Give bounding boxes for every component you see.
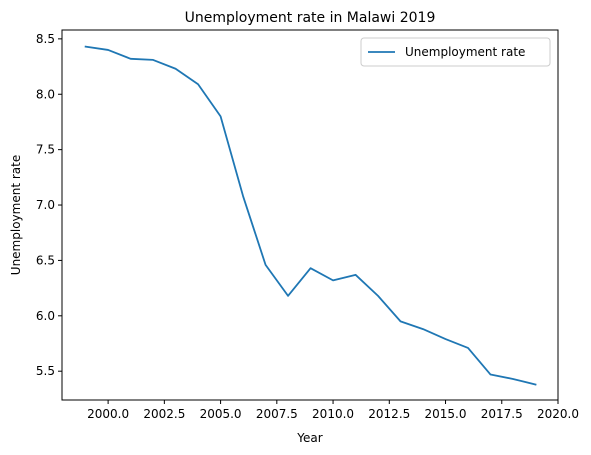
x-tick-label: 2002.5 — [143, 407, 185, 421]
x-tick-label: 2012.5 — [368, 407, 410, 421]
legend-entry-unemployment-rate: Unemployment rate — [405, 45, 525, 59]
x-tick-label: 2007.5 — [256, 407, 298, 421]
y-tick-label: 6.5 — [36, 253, 55, 267]
x-axis: 2000.0 2002.5 2005.0 2007.5 2010.0 2012.5 2015… — [87, 400, 579, 421]
legend-box — [360, 37, 551, 67]
x-tick-label: 2005.0 — [200, 407, 242, 421]
legend: Unemployment rate — [360, 37, 551, 67]
x-tick-label: 2015.0 — [425, 407, 467, 421]
y-tick-label: 7.0 — [36, 198, 55, 212]
x-tick-label: 2010.0 — [312, 407, 354, 421]
y-tick-label: 8.0 — [36, 87, 55, 101]
y-axis: 5.5 6.0 6.5 7.0 7.5 8.0 8.5 — [36, 32, 62, 378]
x-tick-label: 2017.5 — [481, 407, 523, 421]
chart-title: Unemployment rate in Malawi 2019 — [185, 10, 436, 26]
series-layer — [84, 45, 537, 386]
y-tick-label: 6.0 — [36, 309, 55, 323]
y-tick-label: 5.5 — [36, 364, 55, 378]
y-tick-label: 7.5 — [36, 143, 55, 157]
y-axis-label: Unemployment rate — [9, 155, 23, 275]
plot-frame — [61, 29, 559, 401]
x-tick-label: 2020.0 — [537, 407, 579, 421]
x-axis-label: Year — [296, 431, 322, 445]
x-tick-label: 2000.0 — [87, 407, 129, 421]
series-line-0 — [84, 45, 537, 386]
y-tick-label: 8.5 — [36, 32, 55, 46]
